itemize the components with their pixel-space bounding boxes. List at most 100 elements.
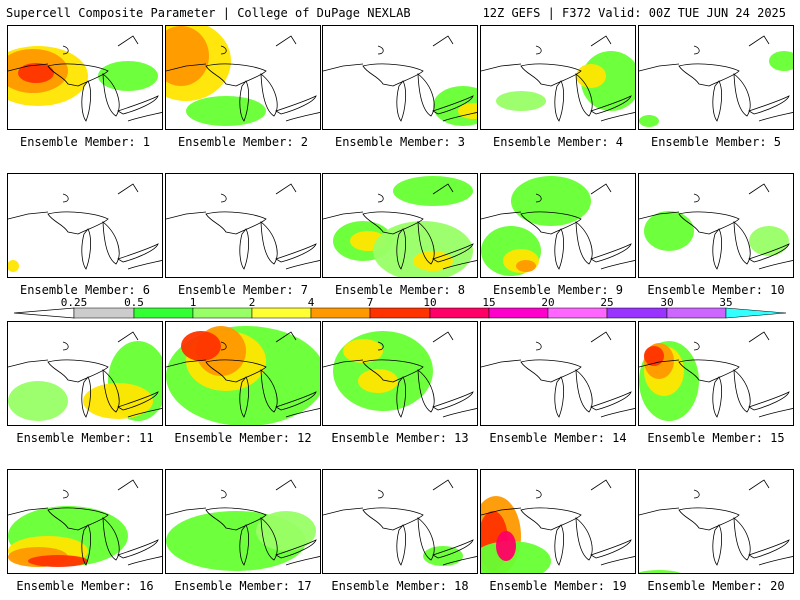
lake-outline xyxy=(377,45,384,55)
lake-outline xyxy=(520,63,582,87)
lake-outline xyxy=(554,80,565,122)
ensemble-member-panel-9 xyxy=(480,173,636,278)
scp-contour-blob xyxy=(186,96,266,126)
panel-map xyxy=(166,326,320,425)
ensemble-member-label: Ensemble Member: 12 xyxy=(174,431,312,445)
color-scale-bar xyxy=(13,307,787,319)
lake-outline xyxy=(535,45,542,55)
scp-contour-blob xyxy=(769,51,793,71)
ensemble-member-label: Ensemble Member: 19 xyxy=(489,579,627,593)
lake-outline xyxy=(590,539,632,559)
panel-map xyxy=(639,331,793,421)
colorbar-segment xyxy=(547,307,608,319)
lake-outline xyxy=(275,243,317,263)
lake-outline xyxy=(481,211,522,220)
scp-contour-blob xyxy=(393,176,473,206)
scp-contour-blob xyxy=(644,211,694,251)
ensemble-member-panel-4 xyxy=(480,25,636,130)
lake-outline xyxy=(535,341,542,351)
lake-outline xyxy=(748,479,770,491)
ensemble-member-panel-7 xyxy=(165,173,321,278)
ensemble-member-label: Ensemble Member: 7 xyxy=(177,283,309,297)
lake-outline xyxy=(205,63,267,87)
scp-contour-blob xyxy=(343,339,383,363)
ensemble-member-label: Ensemble Member: 11 xyxy=(16,431,154,445)
lake-outline xyxy=(733,369,751,413)
panel-map xyxy=(323,331,477,418)
scp-contour-blob xyxy=(458,103,477,119)
scp-contour-blob xyxy=(358,369,398,393)
panel-map xyxy=(8,479,162,567)
panel-map xyxy=(481,35,635,122)
lake-outline xyxy=(442,112,477,122)
lake-outline xyxy=(639,507,680,516)
scp-contour-blob xyxy=(516,260,536,272)
lake-outline xyxy=(81,228,92,270)
lake-outline xyxy=(417,73,435,117)
lake-outline xyxy=(712,228,723,270)
ensemble-member-panel-14 xyxy=(480,321,636,426)
ensemble-member-panel-5 xyxy=(638,25,794,130)
lake-outline xyxy=(575,221,593,265)
lake-outline xyxy=(81,524,92,566)
lake-outline xyxy=(323,63,364,72)
scp-contour-blob xyxy=(496,531,516,561)
lake-outline xyxy=(117,331,139,343)
colorbar-segment xyxy=(606,307,668,319)
scp-contour-blob xyxy=(83,383,153,419)
lake-outline xyxy=(481,359,522,368)
lake-outline xyxy=(417,369,435,413)
scp-contour-blob xyxy=(8,381,68,421)
lake-outline xyxy=(205,211,267,235)
panel-map xyxy=(481,479,635,573)
ensemble-member-panel-3 xyxy=(322,25,478,130)
lake-outline xyxy=(575,517,593,561)
lake-outline xyxy=(748,35,770,47)
lake-outline xyxy=(396,524,407,566)
lake-outline xyxy=(520,507,582,531)
lake-outline xyxy=(733,517,751,561)
lake-outline xyxy=(285,408,320,418)
lake-outline xyxy=(102,369,120,413)
lake-outline xyxy=(520,359,582,383)
lake-outline xyxy=(733,221,751,265)
lake-outline xyxy=(81,80,92,122)
scp-contour-blob xyxy=(423,546,463,566)
colorbar-segment xyxy=(666,307,727,319)
lake-outline xyxy=(323,211,364,220)
lake-outline xyxy=(47,507,109,531)
colorbar-segment xyxy=(488,307,549,319)
lake-outline xyxy=(639,63,680,72)
lake-outline xyxy=(220,45,227,55)
lake-outline xyxy=(362,359,424,383)
panel-map xyxy=(639,479,793,573)
lake-outline xyxy=(62,45,69,55)
colorbar-tick-label: 20 xyxy=(541,296,555,309)
lake-outline xyxy=(377,193,384,203)
lake-outline xyxy=(678,507,740,531)
panel-map xyxy=(166,183,320,270)
scp-contour-blob xyxy=(749,226,789,256)
lake-outline xyxy=(535,489,542,499)
lake-outline xyxy=(275,183,297,195)
scp-contour-blob xyxy=(639,115,659,127)
lake-outline xyxy=(442,556,477,566)
colorbar-tick-label: 0.25 xyxy=(60,296,88,309)
lake-outline xyxy=(554,376,565,418)
lake-outline xyxy=(166,211,207,220)
lake-outline xyxy=(575,73,593,117)
lake-outline xyxy=(432,243,474,263)
lake-outline xyxy=(396,80,407,122)
lake-outline xyxy=(47,359,109,383)
lake-outline xyxy=(590,183,612,195)
lake-outline xyxy=(590,95,632,115)
lake-outline xyxy=(275,331,297,343)
lake-outline xyxy=(166,507,207,516)
lake-outline xyxy=(590,391,632,411)
lake-outline xyxy=(554,524,565,566)
lake-outline xyxy=(396,228,407,270)
lake-outline xyxy=(758,112,793,122)
lake-outline xyxy=(275,539,317,559)
lake-outline xyxy=(117,243,159,263)
lake-outline xyxy=(678,63,740,87)
